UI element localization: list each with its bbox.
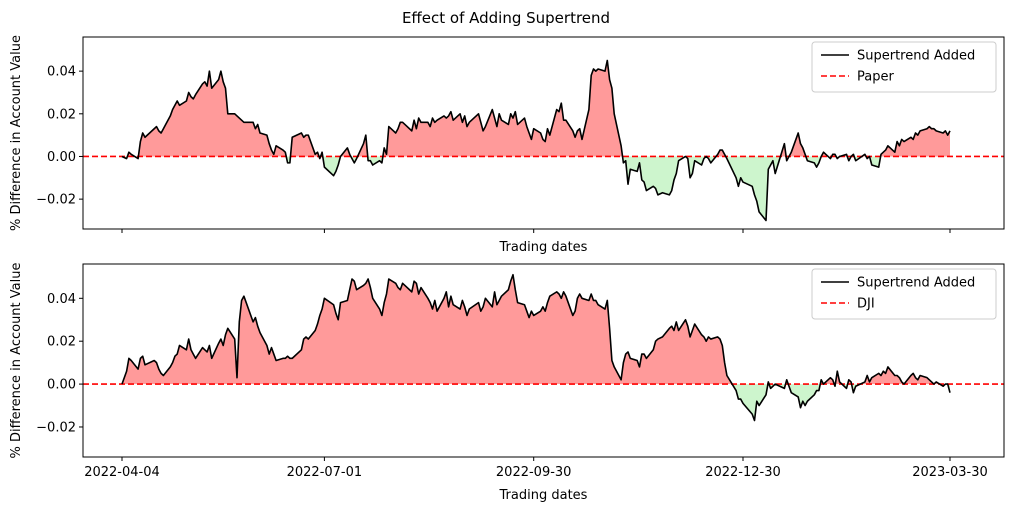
x-axis-label: Trading dates <box>499 488 588 503</box>
y-tick-label: −0.02 <box>36 420 76 435</box>
positive-fill-area <box>127 60 950 157</box>
legend-label: Paper <box>857 70 894 85</box>
y-axis-label: % Difference in Account Value <box>9 263 24 459</box>
legend-label: Supertrend Added <box>857 49 975 64</box>
legend: Supertrend Added Paper <box>811 41 997 93</box>
negative-fill-area <box>122 156 950 221</box>
legend-label: Supertrend Added <box>857 276 975 291</box>
y-tick-label: −0.02 <box>36 193 76 208</box>
top-panel: −0.02 0.00 0.02 0.04 Trading dates % Differen… <box>9 35 1005 255</box>
y-tick-label: 0.02 <box>47 335 76 350</box>
supertrend-series-line <box>121 273 951 422</box>
x-tick-label: 2022-09-30 <box>496 465 572 480</box>
legend-box <box>811 41 997 93</box>
negative-fill-area <box>122 384 950 421</box>
y-tick-label: 0.00 <box>47 378 76 393</box>
legend-label: DJI <box>857 297 875 312</box>
x-tick-label: 2022-12-30 <box>705 465 781 480</box>
positive-fill-area <box>122 274 940 385</box>
x-axis-label: Trading dates <box>499 240 588 255</box>
x-tick-label: 2022-04-04 <box>84 465 160 480</box>
figure-title: Effect of Adding Supertrend <box>402 9 610 27</box>
y-tick-label: 0.02 <box>47 107 76 122</box>
bottom-panel: −0.02 0.00 0.02 0.04 2022-04-04 2022-07-01 202… <box>9 263 1005 503</box>
legend-box <box>811 268 997 320</box>
axes-frame <box>82 36 1005 230</box>
x-tick-label: 2022-07-01 <box>287 465 363 480</box>
y-tick-label: 0.00 <box>47 150 76 165</box>
x-tick-label: 2023-03-30 <box>912 465 988 480</box>
supertrend-series-line <box>121 59 951 222</box>
legend: Supertrend Added DJI <box>811 268 997 320</box>
axes-frame <box>82 263 1005 458</box>
y-tick-label: 0.04 <box>47 65 76 80</box>
y-axis-label: % Difference in Account Value <box>9 35 24 231</box>
y-tick-label: 0.04 <box>47 292 76 307</box>
